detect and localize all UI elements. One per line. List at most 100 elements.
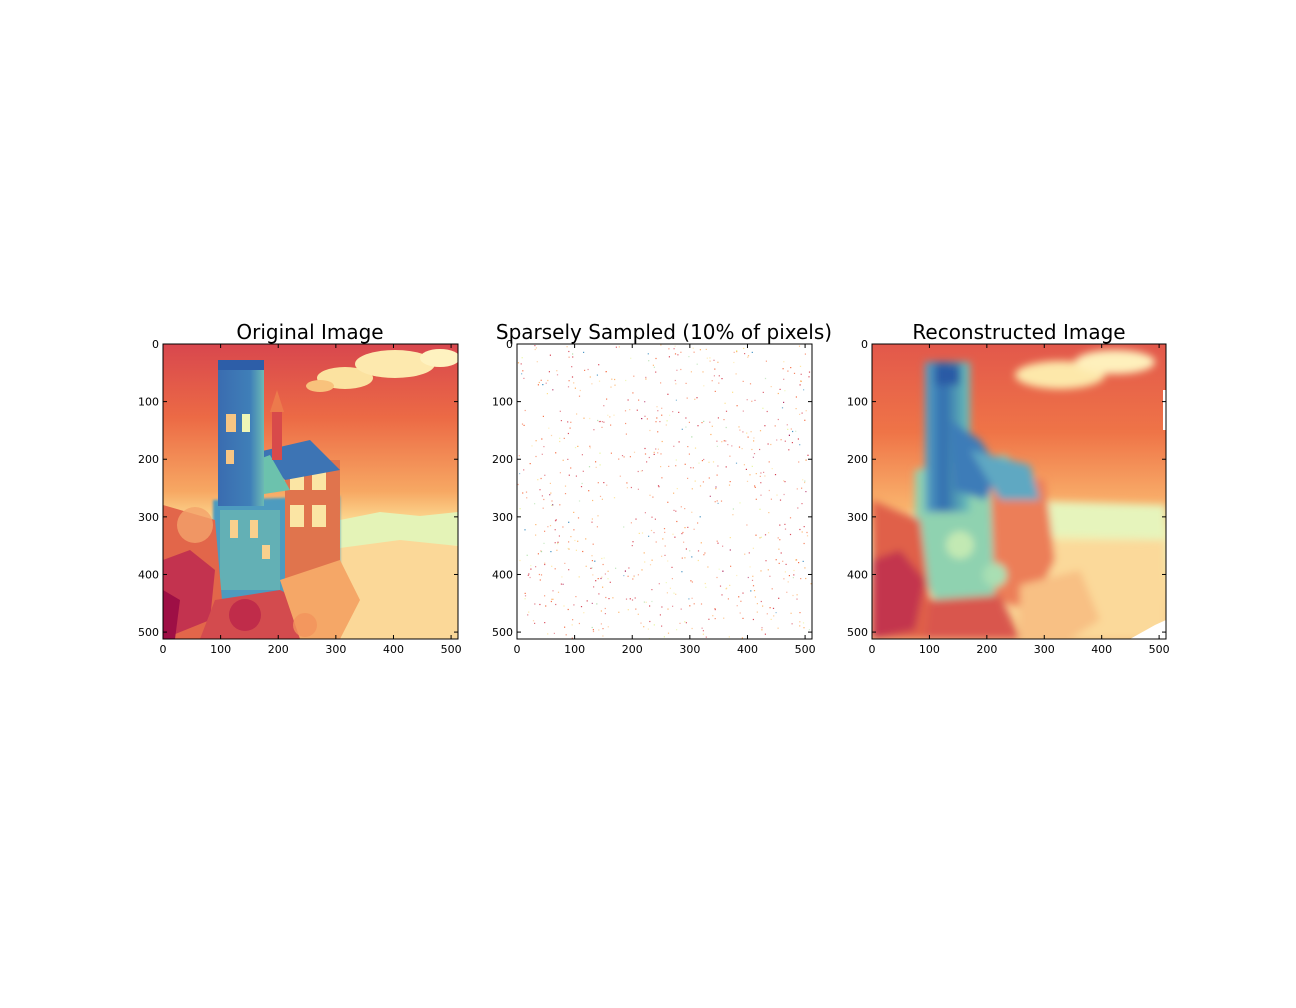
y-tick-label: 100	[138, 396, 159, 409]
sample-point	[544, 563, 546, 566]
sample-point	[748, 552, 750, 554]
sample-point	[777, 627, 779, 629]
sample-point	[641, 418, 643, 420]
sample-point	[664, 531, 666, 533]
sample-point	[567, 458, 569, 460]
sample-point	[627, 399, 629, 401]
sample-point	[667, 632, 670, 634]
sample-point	[754, 485, 756, 487]
sample-point	[680, 608, 682, 610]
sample-point	[522, 492, 524, 494]
sample-point	[517, 362, 520, 364]
sample-point	[768, 512, 770, 514]
sample-point	[557, 591, 560, 593]
sample-point	[711, 380, 713, 382]
sample-point	[544, 474, 546, 476]
sample-point	[800, 373, 802, 375]
sample-point	[606, 484, 608, 486]
sample-point	[697, 522, 699, 524]
sample-point	[569, 427, 571, 429]
sample-point	[524, 595, 527, 597]
sample-point	[598, 629, 600, 631]
sample-point	[717, 417, 719, 419]
sample-point	[661, 440, 663, 443]
sample-point	[607, 626, 609, 628]
sample-point	[802, 622, 805, 624]
sample-point	[703, 458, 705, 461]
y-axis-sparse: 0 100 200 300 400 500	[492, 338, 812, 639]
sample-point	[675, 465, 677, 467]
sample-point	[629, 456, 631, 458]
sample-point	[685, 382, 687, 384]
y-tick-label: 200	[138, 453, 159, 466]
sample-point	[718, 382, 720, 384]
sample-point	[632, 541, 634, 543]
sample-point	[529, 576, 531, 579]
sample-point	[577, 517, 580, 519]
sample-point	[703, 385, 705, 387]
sample-point	[729, 455, 731, 457]
sample-point	[714, 609, 716, 611]
sample-point	[784, 481, 786, 483]
sample-point	[805, 577, 807, 580]
sample-point	[690, 580, 692, 582]
sample-point	[573, 382, 575, 384]
sample-point	[534, 345, 536, 347]
y-tick-label: 0	[861, 338, 868, 351]
sample-point	[709, 421, 711, 423]
sample-point	[689, 550, 691, 552]
sample-point	[783, 578, 785, 580]
sample-point	[556, 549, 558, 551]
sample-point	[649, 429, 651, 432]
sample-point	[589, 447, 591, 449]
sample-point	[568, 350, 570, 353]
sample-point	[597, 482, 599, 484]
sample-point	[780, 439, 782, 441]
sample-point	[774, 474, 777, 476]
sample-point	[732, 514, 734, 516]
sample-point	[625, 379, 627, 382]
sample-point	[804, 480, 806, 482]
sample-point	[753, 453, 756, 455]
sample-point	[589, 376, 591, 378]
sample-point	[778, 548, 780, 550]
sample-point	[796, 488, 798, 490]
sample-point	[675, 399, 677, 401]
sample-point	[631, 599, 634, 601]
sample-point	[689, 605, 691, 607]
sample-point	[755, 534, 757, 536]
sample-point	[551, 598, 553, 600]
sample-point	[591, 602, 593, 604]
sample-point	[646, 418, 648, 420]
sample-point	[552, 389, 554, 391]
sample-point	[562, 583, 564, 585]
sample-point	[799, 365, 802, 367]
sample-point	[720, 500, 723, 502]
sample-point	[676, 369, 678, 371]
sample-point	[749, 566, 751, 568]
sample-point	[652, 364, 654, 366]
sample-point	[800, 578, 802, 580]
sample-point	[761, 629, 763, 631]
sample-point	[791, 623, 793, 625]
sample-point	[715, 486, 717, 488]
sample-point	[795, 396, 797, 398]
sample-point	[795, 559, 798, 561]
sample-point	[585, 565, 587, 567]
sample-point	[549, 525, 552, 527]
sample-point	[598, 364, 600, 366]
sample-point	[698, 462, 700, 464]
sample-point	[771, 468, 773, 470]
sample-point	[754, 399, 756, 401]
sample-point	[612, 597, 614, 599]
sample-point	[736, 350, 738, 352]
sample-point	[529, 463, 531, 465]
sample-point	[559, 410, 561, 412]
sample-point	[759, 448, 761, 451]
sample-point	[535, 524, 537, 526]
sample-point	[677, 354, 679, 356]
sample-point	[685, 548, 687, 550]
sample-point	[661, 477, 663, 479]
sample-point	[541, 438, 543, 440]
sample-point	[688, 356, 690, 358]
